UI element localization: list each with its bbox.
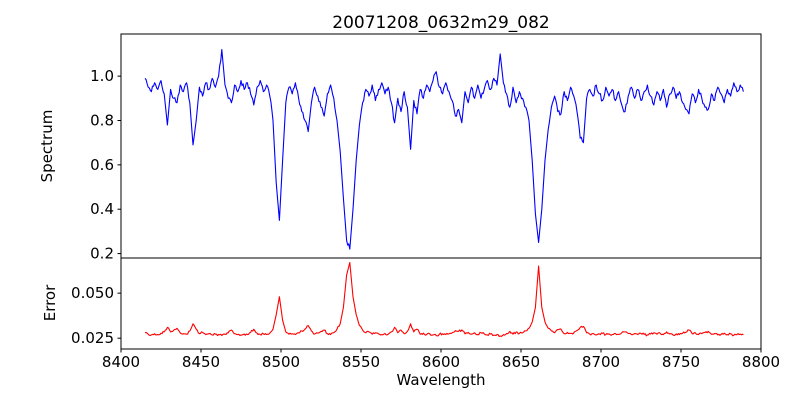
spectrum-line (144, 48, 744, 250)
y-tick-label: 0.2 (90, 245, 114, 263)
x-tick-label: 8400 (102, 353, 140, 371)
y-tick-label: 1.0 (90, 67, 114, 85)
x-axis-label: Wavelength (396, 371, 486, 389)
error-y-axis-label: Error (41, 284, 59, 322)
x-tick-label: 8450 (182, 353, 220, 371)
spectrum-axes (120, 33, 762, 259)
y-tick-label: 0.050 (71, 284, 114, 302)
x-tick-label: 8500 (262, 353, 300, 371)
y-tick-label: 0.4 (90, 200, 114, 218)
x-tick-label: 8600 (422, 353, 460, 371)
x-tick-label: 8650 (502, 353, 540, 371)
x-tick-label: 8800 (742, 353, 780, 371)
x-tick-label: 8550 (342, 353, 380, 371)
x-tick-label: 8700 (582, 353, 620, 371)
y-tick-label: 0.6 (90, 156, 114, 174)
y-tick-label: 0.8 (90, 111, 114, 129)
plot-title: 20071208_0632m29_082 (332, 13, 550, 33)
x-tick-label: 8750 (662, 353, 700, 371)
y-tick-label: 0.025 (71, 329, 114, 347)
spectrum-y-axis-label: Spectrum (38, 109, 56, 183)
error-line (144, 261, 744, 337)
